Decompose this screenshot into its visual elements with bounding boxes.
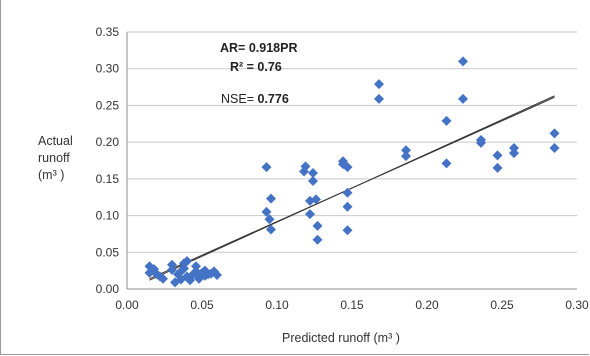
regression-equation: AR= 0.918PR xyxy=(220,41,298,55)
data-point xyxy=(374,93,384,104)
x-tick-label: 0.05 xyxy=(190,298,214,312)
r-squared: R² = 0.76 xyxy=(230,60,282,74)
data-point xyxy=(549,128,560,139)
y-axis-label-line: runoff xyxy=(38,151,70,165)
trendline xyxy=(149,96,555,280)
data-point xyxy=(312,234,323,245)
data-point xyxy=(441,158,452,169)
data-point xyxy=(261,206,272,217)
data-point xyxy=(342,225,353,236)
y-tick-label: 0.00 xyxy=(96,282,120,296)
tick-labels: 0.00 0.05 0.10 0.15 0.20 0.25 0.30 0.35 0.00 0.05… xyxy=(96,25,589,312)
data-point xyxy=(401,145,411,156)
data-points xyxy=(144,56,560,288)
x-tick-label: 0.15 xyxy=(340,298,364,312)
data-point xyxy=(179,263,189,274)
data-point xyxy=(167,264,177,275)
data-point xyxy=(441,115,452,126)
x-tick-label: 0.10 xyxy=(265,298,289,312)
y-tick-label: 0.35 xyxy=(96,25,120,39)
data-point xyxy=(492,162,503,173)
data-point xyxy=(342,187,353,198)
data-point xyxy=(300,161,311,172)
y-tick-label: 0.15 xyxy=(96,172,120,186)
data-point xyxy=(401,151,411,162)
data-point xyxy=(311,194,321,205)
data-point xyxy=(182,256,192,267)
data-point xyxy=(492,150,503,161)
x-tick-label: 0.20 xyxy=(415,298,439,312)
x-tick-label: 0.25 xyxy=(490,298,514,312)
axes xyxy=(126,32,577,290)
gridlines xyxy=(127,31,577,253)
nse-value: 0.776 xyxy=(257,92,289,106)
data-point xyxy=(167,259,177,270)
y-tick-label: 0.20 xyxy=(96,135,120,149)
nse-annotation: NSE= 0.776 xyxy=(221,92,289,106)
data-point xyxy=(266,224,276,235)
nse-label: NSE= xyxy=(221,92,255,106)
y-axis-label-line: (m³ ) xyxy=(38,168,65,182)
data-point xyxy=(509,143,519,154)
data-point xyxy=(158,273,168,284)
data-point xyxy=(305,209,315,220)
data-point xyxy=(458,93,468,104)
trendlines xyxy=(149,95,555,281)
data-point xyxy=(312,220,323,231)
data-point xyxy=(374,79,384,90)
x-tick-label: 0.30 xyxy=(565,298,589,312)
data-point xyxy=(191,261,201,272)
data-point xyxy=(308,176,318,187)
data-point xyxy=(212,270,222,281)
data-point xyxy=(261,162,272,173)
x-axis-label: Predicted runoff (m³ ) xyxy=(282,331,400,345)
y-axis-label: Actual runoff (m³ ) xyxy=(38,133,88,184)
data-point xyxy=(264,214,275,225)
data-point xyxy=(458,56,468,67)
data-point xyxy=(509,148,519,159)
y-tick-label: 0.25 xyxy=(96,98,120,112)
data-point xyxy=(342,201,353,212)
data-point xyxy=(549,143,560,154)
data-point xyxy=(266,193,276,204)
x-tick-label: 0.00 xyxy=(115,298,139,312)
y-tick-label: 0.30 xyxy=(96,62,120,76)
y-tick-label: 0.05 xyxy=(96,245,120,259)
data-point xyxy=(308,167,318,178)
data-point xyxy=(476,137,486,148)
y-tick-label: 0.10 xyxy=(96,209,120,223)
y-axis-label-line: Actual xyxy=(38,134,73,148)
data-point xyxy=(342,162,353,173)
